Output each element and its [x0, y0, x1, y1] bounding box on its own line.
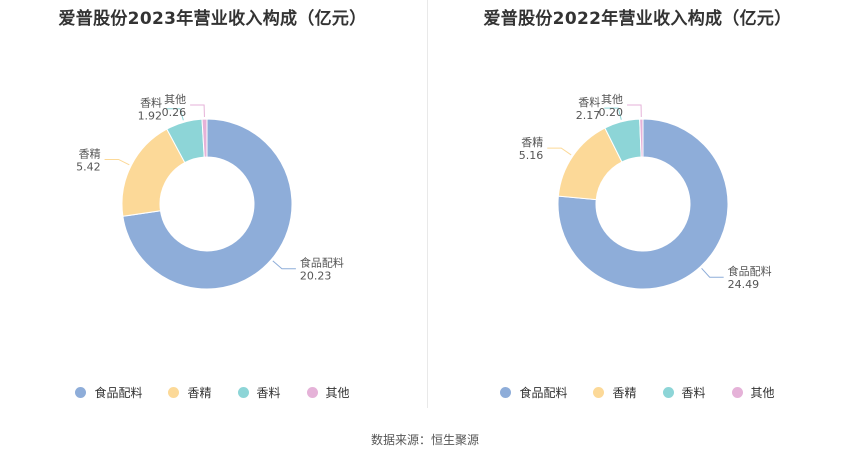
legend-swatch [306, 387, 318, 398]
legend-label: 香料 [256, 386, 281, 400]
slice-label: 香精 [521, 136, 543, 149]
legend-swatch [237, 387, 249, 398]
slice-label: 香料 [140, 96, 162, 110]
legend-item[interactable]: 食品配料 [500, 384, 567, 401]
legend-swatch [662, 387, 674, 398]
slice-label: 香料 [578, 95, 600, 109]
slice-value-label: 2.17 [576, 109, 601, 122]
slice-label: 香精 [79, 147, 101, 160]
slice-value-label: 24.49 [728, 278, 760, 291]
chart-title: 爱普股份2023年营业收入构成（亿元） [58, 9, 367, 29]
legend-label: 香精 [187, 386, 212, 400]
legend-item[interactable]: 香料 [662, 384, 706, 401]
slice-value-label: 0.20 [599, 106, 624, 119]
leader-line [166, 108, 184, 121]
slice-value-label: 5.16 [519, 149, 544, 162]
chart-panel-2022: 爱普股份2022年营业收入构成（亿元） 食品配料 24.49 香精 5.16 香料 2.1… [425, 0, 850, 420]
legend-label: 其他 [325, 386, 350, 400]
legend-swatch [731, 387, 743, 398]
chart-panel-2023: 爱普股份2023年营业收入构成（亿元） 食品配料 20.23 香精 5.42 香料 1.9… [0, 0, 425, 420]
slice-label: 其他 [164, 93, 186, 106]
donut-slice[interactable] [639, 118, 644, 158]
legend-label: 其他 [750, 386, 775, 400]
legend-label: 食品配料 [519, 386, 568, 400]
legend-label: 香精 [612, 386, 637, 400]
slice-label: 其他 [601, 93, 623, 106]
legend-label: 香料 [681, 386, 706, 400]
slice-value-label: 1.92 [138, 110, 163, 123]
chart-title: 爱普股份2022年营业收入构成（亿元） [483, 9, 792, 29]
slice-label: 食品配料 [728, 264, 772, 278]
leader-line [604, 107, 622, 120]
donut-slice[interactable] [557, 118, 729, 290]
donut-slice[interactable] [122, 118, 293, 290]
donut-slice[interactable] [201, 118, 208, 158]
leader-line [547, 147, 572, 156]
legend-item[interactable]: 香精 [593, 384, 637, 401]
slice-value-label: 0.26 [162, 106, 187, 119]
legend-item[interactable]: 香料 [237, 384, 281, 401]
legend-item[interactable]: 香精 [168, 384, 212, 401]
legend-swatch [168, 387, 180, 398]
legend-swatch [500, 387, 512, 398]
data-source-note: 数据来源：恒生聚源 [370, 433, 479, 447]
leader-line [104, 158, 130, 166]
panel-divider [427, 0, 428, 408]
slice-label: 食品配料 [300, 256, 344, 270]
legend-item[interactable]: 其他 [731, 384, 775, 401]
leader-line [627, 104, 642, 118]
leader-line [190, 104, 205, 118]
slice-value-label: 5.42 [76, 160, 101, 173]
legend-swatch [593, 387, 605, 398]
legend: 食品配料 香精 香料 其他 [425, 384, 850, 401]
legend-item[interactable]: 其他 [306, 384, 350, 401]
legend-label: 食品配料 [94, 386, 143, 400]
legend-swatch [75, 387, 87, 398]
legend: 食品配料 香精 香料 其他 [0, 384, 425, 401]
leader-line [701, 267, 724, 278]
leader-line [272, 260, 296, 270]
slice-value-label: 20.23 [300, 270, 332, 283]
legend-item[interactable]: 食品配料 [75, 384, 142, 401]
